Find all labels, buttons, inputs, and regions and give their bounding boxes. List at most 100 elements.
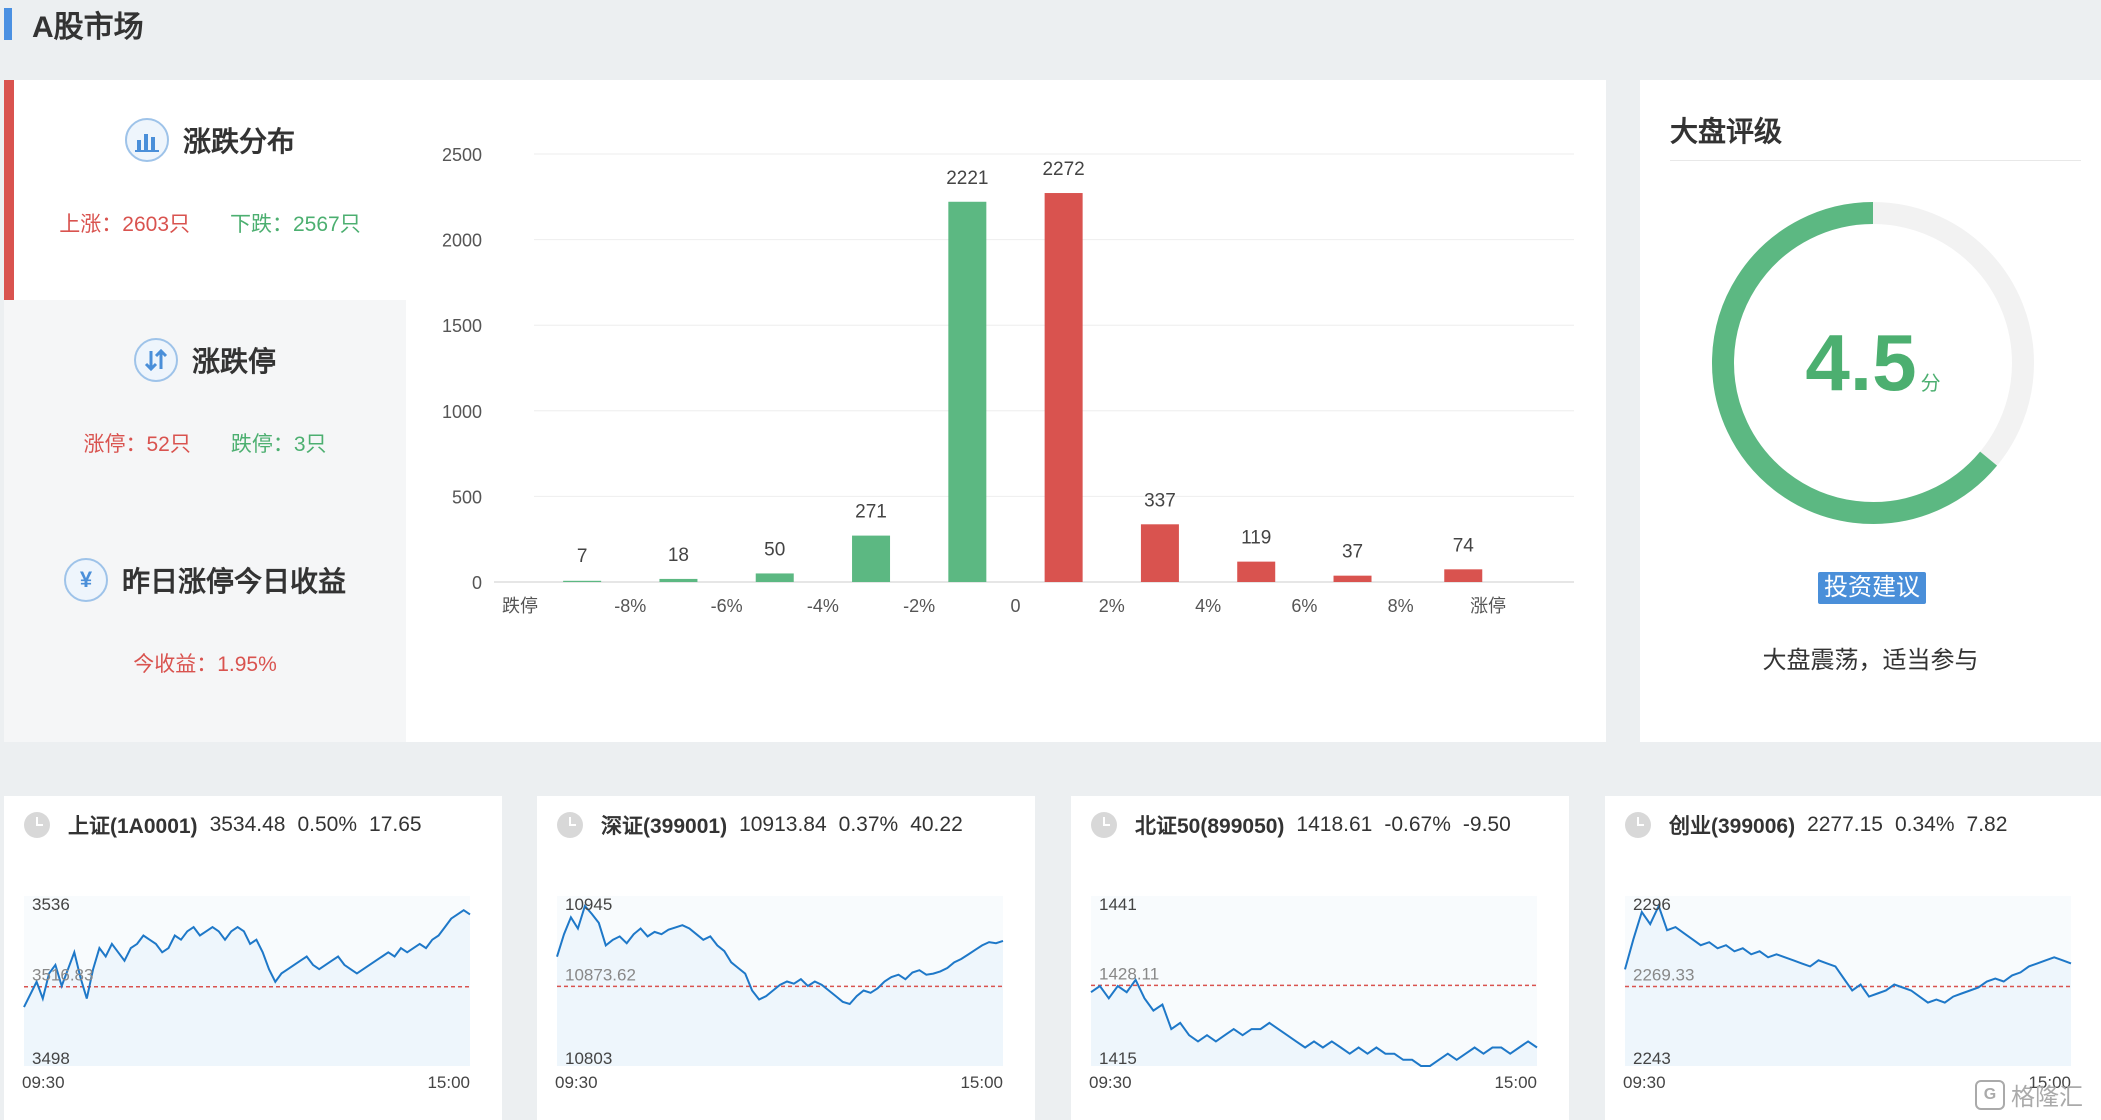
index-chg: 40.22 <box>910 813 963 836</box>
bar-value-label: 7 <box>577 546 588 567</box>
price-line <box>1090 977 1538 1067</box>
index-name: 创业(399006) <box>1669 815 1796 838</box>
clock-icon <box>557 812 583 838</box>
high-label: 2296 <box>1633 895 1671 914</box>
high-label: 1441 <box>1099 895 1137 914</box>
index-card-bj[interactable]: 1441 1428.11 1415 09:30 15:00 北证50(899050) 1… <box>1071 796 1569 1120</box>
bar <box>1444 569 1483 582</box>
index-price: 3534.48 <box>209 813 286 836</box>
index-pct: 0.37% <box>838 813 899 836</box>
high-label: 3536 <box>32 895 70 914</box>
bar <box>1044 193 1083 582</box>
bar <box>948 201 987 582</box>
logo-icon: G <box>1975 1079 2005 1110</box>
bar <box>852 535 891 582</box>
bar-value-label: 2221 <box>946 168 988 189</box>
bar-value-label: 119 <box>1241 528 1271 549</box>
index-card-sh[interactable]: 3536 3516.83 3498 09:30 15:00 上证(1A0001) 353… <box>4 796 502 1120</box>
index-chg: -9.50 <box>1462 813 1511 836</box>
y-tick-label: 2000 <box>442 231 482 251</box>
up-count: 上涨：2603只 <box>59 213 190 236</box>
x-tick-label: 8% <box>1388 596 1414 616</box>
section-accent-bar <box>4 8 12 40</box>
x-tick-label: -2% <box>903 596 935 616</box>
market-rating-panel: 大盘评级 4.5 分 投资建议 大盘震荡，适当参与 <box>1640 80 2101 742</box>
index-name: 北证50(899050) <box>1135 815 1285 838</box>
index-price: 1418.61 <box>1296 813 1373 836</box>
x-tick-label: -8% <box>614 596 646 616</box>
bar-value-label: 50 <box>764 539 785 560</box>
bar-value-label: 271 <box>855 502 887 523</box>
rating-unit: 分 <box>1920 372 1941 395</box>
section-header: A股市场 <box>0 0 144 48</box>
start-time: 09:30 <box>1623 1073 1666 1092</box>
bar <box>755 573 794 582</box>
x-tick-label: 2% <box>1099 596 1125 616</box>
price-line <box>1624 903 2072 1004</box>
clock-icon <box>24 812 50 838</box>
ref-label: 10873.62 <box>565 965 636 984</box>
tab-limit[interactable]: 涨跌停 涨停：52只 跌停：3只 <box>4 300 406 520</box>
price-area <box>24 910 470 1066</box>
advice-text: 大盘震荡，适当参与 <box>1762 647 1979 674</box>
intraday-chart: 10945 10873.62 10803 09:30 15:00 <box>555 895 1004 1092</box>
ref-label: 1428.11 <box>1099 964 1159 983</box>
x-tick-label: 6% <box>1291 596 1317 616</box>
bar <box>1333 575 1372 582</box>
distribution-title: 涨跌分布 <box>182 126 295 157</box>
market-overview-panel: 涨跌分布 上涨：2603只 下跌：2567只 涨跌停 涨停：52只 跌停：3只 <box>4 80 1606 742</box>
x-tick-label: -6% <box>711 596 743 616</box>
distribution-bar-chart: 0 500 1000 1500 2000 2500 跌停 -8% -6% -4% -2% 0 2% 4% 6… <box>442 145 1574 616</box>
limit-up-count: 涨停：52只 <box>83 433 191 456</box>
bar <box>1140 524 1179 582</box>
advice-tag[interactable]: 投资建议 <box>1818 572 1926 604</box>
x-tick-label: -4% <box>807 596 839 616</box>
price-line <box>556 903 1004 1006</box>
start-time: 09:30 <box>22 1073 65 1092</box>
tab-distribution[interactable]: 涨跌分布 上涨：2603只 下跌：2567只 <box>4 80 406 300</box>
end-time: 15:00 <box>1494 1073 1537 1092</box>
x-tick-label: 0 <box>1010 596 1020 616</box>
tab-yield[interactable]: ¥ 昨日涨停今日收益 今收益：1.95% <box>4 520 406 742</box>
low-label: 1415 <box>1099 1049 1137 1068</box>
stats-column: 涨跌分布 上涨：2603只 下跌：2567只 涨跌停 涨停：52只 跌停：3只 <box>4 80 406 742</box>
bar-value-label: 37 <box>1342 542 1363 563</box>
start-time: 09:30 <box>555 1073 598 1092</box>
end-time: 15:00 <box>960 1073 1003 1092</box>
index-chg: 17.65 <box>369 813 422 836</box>
bar-chart-icon <box>124 118 169 162</box>
index-price: 10913.84 <box>739 813 827 836</box>
bar <box>563 580 602 582</box>
low-label: 10803 <box>565 1049 612 1068</box>
index-pct: 0.50% <box>297 813 358 836</box>
x-tick-label: 跌停 <box>502 596 538 616</box>
intraday-chart: 2296 2269.33 2243 09:30 15:00 <box>1623 895 2072 1092</box>
y-tick-label: 2500 <box>442 145 482 165</box>
clock-icon <box>1091 812 1117 838</box>
index-price: 2277.15 <box>1807 813 1883 836</box>
low-label: 2243 <box>1633 1049 1671 1068</box>
intraday-chart: 3536 3516.83 3498 09:30 15:00 <box>22 895 471 1092</box>
start-time: 09:30 <box>1089 1073 1132 1092</box>
y-tick-label: 1500 <box>442 316 482 336</box>
yen-icon: ¥ <box>63 558 108 602</box>
up-down-arrows-icon <box>133 338 178 382</box>
section-title: A股市场 <box>32 11 144 44</box>
y-tick-label: 1000 <box>442 402 482 422</box>
index-card-cy[interactable]: 2296 2269.33 2243 09:30 15:00 创业(399006) 227… <box>1605 796 2101 1120</box>
index-card-sz[interactable]: 10945 10873.62 10803 09:30 15:00 深证(399001) … <box>537 796 1035 1120</box>
ref-label: 2269.33 <box>1633 966 1694 985</box>
index-name: 深证(399001) <box>601 815 728 838</box>
bar-value-label: 337 <box>1144 490 1176 511</box>
index-pct: -0.67% <box>1384 813 1451 836</box>
down-count: 下跌：2567只 <box>230 213 361 236</box>
bar-value-label: 74 <box>1453 535 1475 556</box>
yield-title: 昨日涨停今日收益 <box>121 566 346 597</box>
low-label: 3498 <box>32 1049 70 1068</box>
bar <box>659 578 698 582</box>
x-tick-label: 涨停 <box>1470 596 1506 616</box>
yield-value: 今收益：1.95% <box>133 653 277 676</box>
end-time: 15:00 <box>2028 1073 2071 1092</box>
high-label: 10945 <box>565 895 612 914</box>
end-time: 15:00 <box>427 1073 470 1092</box>
